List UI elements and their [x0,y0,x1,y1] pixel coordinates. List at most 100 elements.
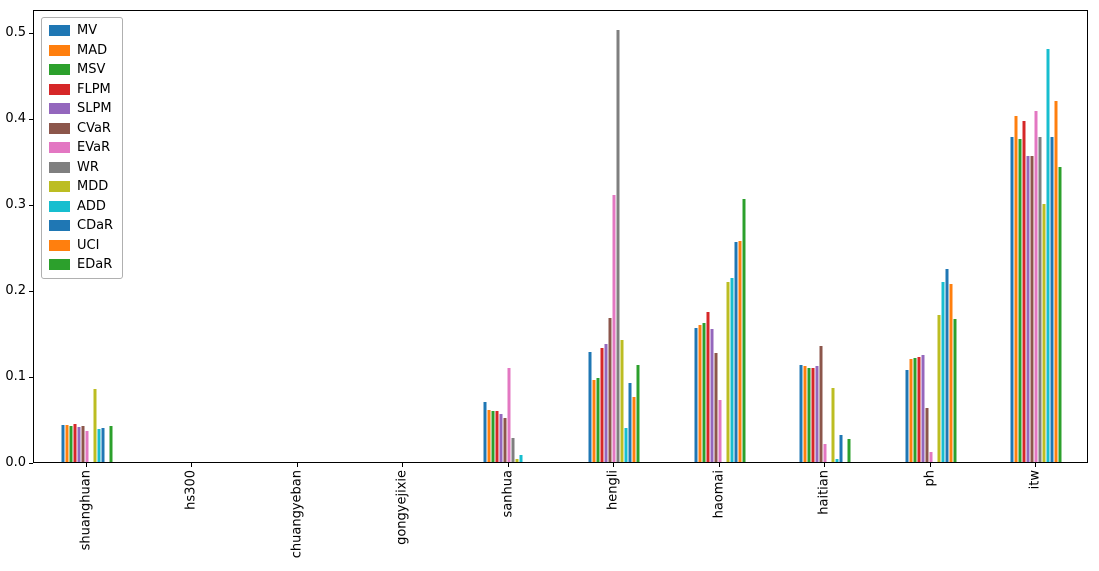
bar [109,426,113,462]
bar [588,352,592,462]
legend: MV MAD MSV FLPM SLPM CVaR EVaR WR MDD ADD CDaR UCI E… [41,17,124,279]
legend-label: CDaR [77,218,114,234]
legend-item: FLPM [49,82,113,98]
bar [69,426,73,462]
bar [101,427,105,462]
bar [487,409,491,462]
x-tick-label: haitian [816,470,832,515]
legend-swatch [49,83,70,95]
y-tick-mark [29,32,33,34]
y-tick-mark [29,290,33,292]
bar [726,282,730,462]
legend-swatch [49,44,70,56]
bar [819,346,823,462]
legend-label: WR [77,159,99,175]
legend-item: CVaR [49,121,113,137]
bar-group [588,11,640,462]
bar-group [272,11,323,462]
x-tick-mark [296,463,298,467]
bar [61,425,65,462]
bar [604,343,608,462]
legend-label: UCI [77,237,100,253]
legend-swatch [49,220,70,232]
bar [941,282,945,462]
bar [616,29,620,462]
bar [917,356,921,462]
bar [85,431,89,462]
bar [714,353,718,462]
bar [710,329,714,462]
legend-item: ADD [49,199,113,215]
bar [921,355,925,462]
bar [495,410,499,462]
bar [734,242,738,462]
bar [925,408,929,462]
y-tick-mark [29,376,33,378]
x-tick-mark [613,463,615,467]
bar [515,458,519,462]
legend-label: MSV [77,62,106,78]
bar [628,383,632,462]
legend-label: FLPM [77,81,111,97]
bar [73,423,77,462]
bar [620,339,624,462]
bar [718,400,722,462]
legend-item: MDD [49,179,113,195]
bar [636,365,640,462]
x-tick-label: chuangyeban [289,470,305,559]
bar [1054,100,1058,462]
legend-swatch [49,200,70,212]
bar [93,389,97,462]
bar [1046,48,1050,462]
bar-group [905,11,957,462]
bar [702,322,706,462]
bar-group [799,11,851,462]
legend-swatch [49,259,70,271]
bar [1022,121,1026,462]
legend-swatch [49,142,70,154]
bar [65,425,69,462]
bar [608,318,612,462]
legend-swatch [49,239,70,251]
bar [592,379,596,462]
bar [937,314,941,462]
bar [823,444,827,462]
legend-item: WR [49,160,113,176]
x-tick-mark [85,463,87,467]
bar [738,241,742,462]
y-tick-mark [29,462,33,464]
x-tick-label: gongyejixie [394,470,410,545]
bar [1026,156,1030,462]
bar [511,438,515,462]
bar [1042,203,1046,462]
legend-label: MDD [77,179,109,195]
legend-item: MAD [49,43,113,59]
bar [632,396,636,462]
legend-label: MAD [77,42,108,58]
bar [81,426,85,462]
legend-label: CVaR [77,120,111,136]
bar [1034,111,1038,462]
bar [483,402,487,462]
legend-swatch [49,181,70,193]
legend-item: EVaR [49,140,113,156]
y-tick-label: 0.2 [5,283,26,299]
x-tick-mark [718,463,720,467]
x-tick-mark [929,463,931,467]
legend-label: MV [77,23,98,39]
y-tick-label: 0.4 [5,111,26,127]
legend-item: SLPM [49,101,113,117]
bar [831,387,835,462]
bar [835,458,839,462]
legend-swatch [49,25,70,37]
legend-label: SLPM [77,101,112,117]
x-tick-label: haomai [711,470,727,519]
bar [698,325,702,462]
bar-group [61,11,113,462]
x-tick-mark [1035,463,1037,467]
bar [839,434,843,462]
bar-group [694,11,746,462]
legend-label: ADD [77,198,106,214]
x-tick-label: hengli [605,470,621,510]
